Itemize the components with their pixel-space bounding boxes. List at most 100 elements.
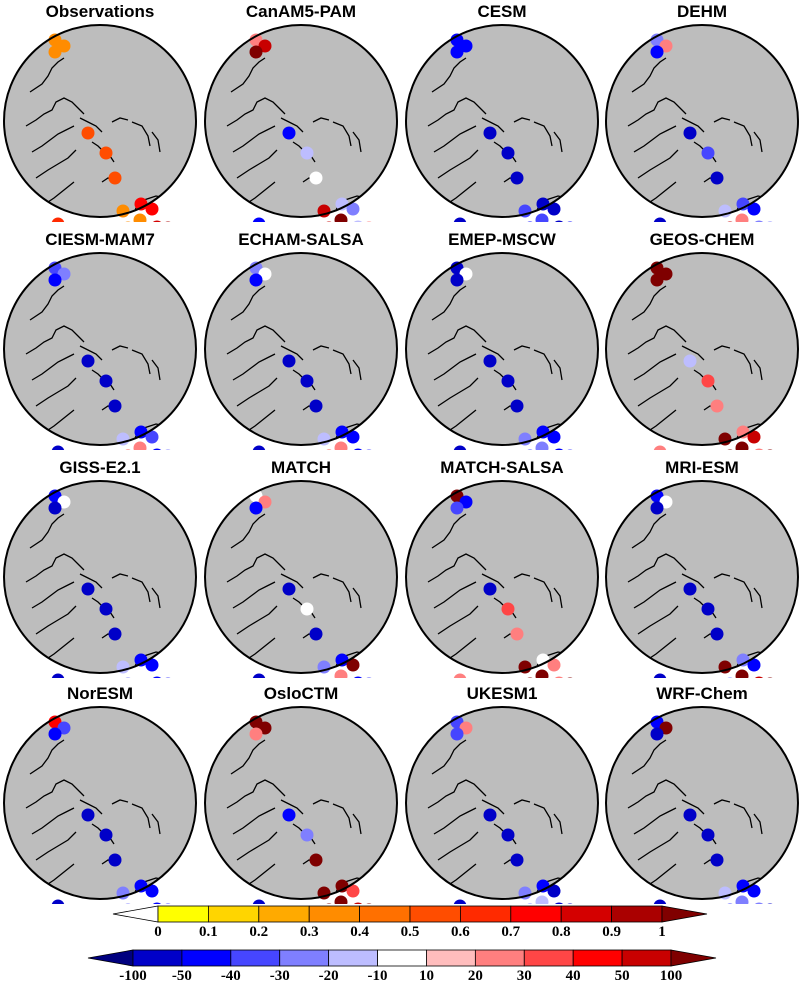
polar-map bbox=[405, 24, 599, 222]
station-dot bbox=[309, 853, 323, 867]
station-dot bbox=[767, 677, 773, 678]
coastline bbox=[631, 285, 667, 321]
coastline bbox=[232, 353, 276, 381]
coastline bbox=[29, 57, 65, 93]
map-disk bbox=[406, 253, 598, 445]
coastlines bbox=[627, 513, 781, 673]
station-dot bbox=[710, 171, 724, 185]
colorbar-swatch bbox=[523, 949, 574, 967]
coastline bbox=[332, 803, 352, 829]
station-dot bbox=[108, 171, 122, 185]
colorbar-tick-label: 0.8 bbox=[551, 924, 571, 940]
coastline bbox=[121, 423, 179, 445]
coastline bbox=[723, 877, 781, 899]
station-dot bbox=[326, 449, 332, 450]
station-dot bbox=[300, 374, 314, 388]
polar-map bbox=[3, 706, 197, 904]
coastline bbox=[121, 195, 179, 217]
station-dot bbox=[326, 677, 332, 678]
station-dot bbox=[450, 727, 464, 741]
map-panel: MATCH bbox=[201, 458, 401, 684]
coastline bbox=[681, 573, 705, 589]
coastline bbox=[533, 121, 553, 147]
panel-title: MRI-ESM bbox=[665, 458, 739, 477]
station-dot bbox=[567, 677, 573, 678]
station-dot bbox=[249, 727, 263, 741]
coastline bbox=[753, 359, 763, 381]
station-dot bbox=[767, 221, 773, 222]
coastline bbox=[733, 121, 753, 147]
map-disk bbox=[606, 25, 798, 217]
station-dot bbox=[754, 902, 764, 904]
map-disk bbox=[4, 25, 196, 217]
polar-map bbox=[204, 252, 398, 450]
station-dot bbox=[125, 903, 131, 904]
station-dot bbox=[300, 828, 314, 842]
station-dot bbox=[133, 669, 147, 678]
map-disk bbox=[4, 707, 196, 899]
station-dot bbox=[453, 899, 467, 904]
polar-map bbox=[405, 252, 599, 450]
coastline bbox=[29, 285, 65, 321]
coastline bbox=[25, 553, 85, 583]
coastline bbox=[713, 573, 731, 579]
coastline bbox=[637, 377, 679, 407]
panel-title: GEOS-CHEM bbox=[649, 230, 755, 249]
map-panel: EMEP-MSCW bbox=[402, 230, 602, 456]
map-panel: WRF-Chem bbox=[602, 684, 802, 910]
station-dot bbox=[653, 673, 667, 678]
station-dot bbox=[145, 430, 159, 444]
coastline bbox=[35, 377, 77, 407]
coastline bbox=[431, 57, 467, 93]
station-dot bbox=[567, 449, 573, 450]
coastline bbox=[631, 739, 667, 775]
station-dot bbox=[133, 441, 147, 450]
station-dot bbox=[334, 213, 348, 222]
colorbar-tick-label: 20 bbox=[467, 968, 483, 984]
station-dot bbox=[701, 602, 715, 616]
coastline bbox=[25, 325, 85, 355]
panel-title: NorESM bbox=[66, 684, 134, 703]
coastline bbox=[533, 349, 553, 375]
station-dot bbox=[334, 895, 348, 904]
coastline bbox=[312, 345, 330, 351]
coastline bbox=[633, 807, 677, 835]
coastline bbox=[31, 125, 75, 153]
map-disk bbox=[406, 481, 598, 673]
coastlines bbox=[226, 285, 380, 445]
coastline bbox=[427, 325, 487, 355]
station-dot bbox=[99, 602, 113, 616]
colorbar-tick-label: 40 bbox=[565, 968, 581, 984]
colorbar-tick-label: 0 bbox=[154, 924, 162, 940]
panel-title: GISS-E2.1 bbox=[59, 458, 141, 477]
coastline bbox=[437, 831, 479, 861]
station-dot bbox=[309, 171, 323, 185]
map-border bbox=[204, 480, 398, 674]
coastline bbox=[29, 513, 65, 549]
panel-title: ECHAM-SALSA bbox=[238, 230, 364, 249]
station-dot bbox=[165, 221, 171, 222]
coastline bbox=[322, 423, 380, 445]
station-dot bbox=[653, 899, 667, 904]
station-dot bbox=[501, 146, 515, 160]
coastline bbox=[226, 779, 286, 809]
station-dot bbox=[510, 853, 524, 867]
coastline bbox=[627, 779, 687, 809]
colorbar-tick-label: -40 bbox=[220, 968, 241, 984]
polar-map bbox=[3, 24, 197, 222]
station-dot bbox=[650, 273, 664, 287]
map-disk bbox=[205, 707, 397, 899]
coastlines bbox=[427, 513, 581, 673]
station-dot bbox=[727, 903, 733, 904]
coastline bbox=[533, 803, 553, 829]
station-dot bbox=[735, 213, 749, 222]
station-dot bbox=[527, 221, 533, 222]
station-dot bbox=[527, 449, 533, 450]
station-dot bbox=[567, 903, 573, 904]
colorbar-tick-label: 30 bbox=[516, 968, 532, 984]
coastline bbox=[553, 131, 563, 153]
station-dot bbox=[145, 884, 159, 898]
station-dot bbox=[683, 582, 697, 596]
polar-map bbox=[605, 480, 799, 678]
panel-title: CESM bbox=[477, 2, 527, 21]
